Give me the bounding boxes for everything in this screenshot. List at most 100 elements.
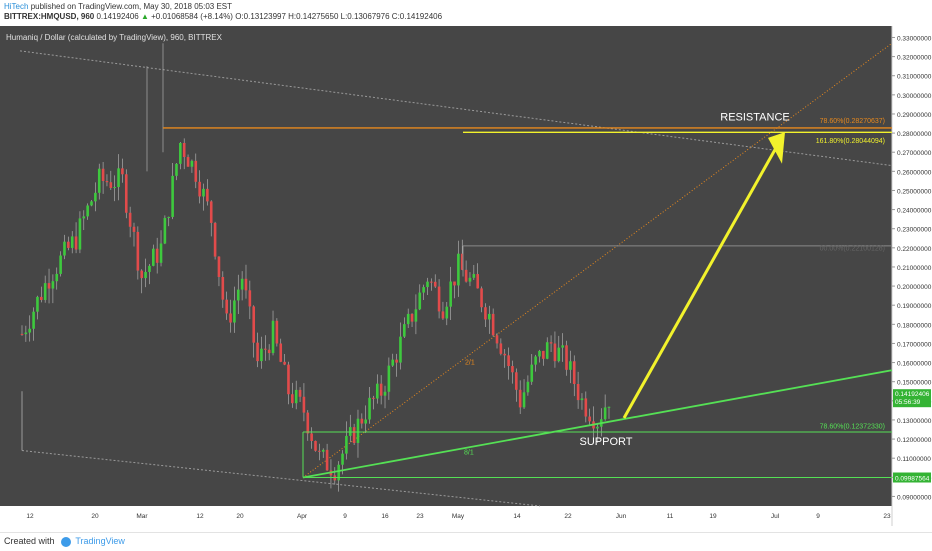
y-tick-label: 0.32000000 — [897, 55, 932, 62]
candle-body — [526, 381, 530, 393]
candle-body — [565, 345, 568, 370]
candle-body — [47, 283, 51, 289]
tradingview-link[interactable]: TradingView — [75, 536, 125, 546]
candle-body — [422, 287, 425, 293]
candle-body — [603, 407, 607, 420]
fib-label-161: 161.80%(0.28044094) — [816, 138, 885, 145]
candle-body — [302, 396, 306, 413]
candle-body — [294, 389, 298, 404]
symbol-line: BITTREX:HMQUSD, 960 0.14192406 ▲ +0.0106… — [4, 12, 442, 21]
x-tick-label: 22 — [564, 513, 572, 520]
y-tick-label: 0.30000000 — [897, 93, 932, 100]
candle-body — [59, 255, 62, 274]
x-tick-label: 11 — [667, 513, 674, 520]
candle-body — [399, 336, 402, 363]
candle-body — [90, 201, 93, 206]
candle-body — [314, 440, 317, 451]
candle-body — [97, 168, 101, 193]
candle-body — [167, 216, 171, 218]
fib-label-faint: 00.00%(0.22100128) — [820, 246, 885, 253]
x-tick-label: Jun — [616, 513, 627, 520]
footer-credit: Created with TradingView — [4, 536, 125, 547]
candle-body — [522, 392, 526, 408]
candle-body — [553, 343, 557, 362]
candle-body — [202, 188, 205, 197]
y-tick-label: 0.33000000 — [897, 35, 932, 42]
candle-body — [233, 300, 236, 323]
y-tick-label: 0.09000000 — [897, 494, 932, 501]
y-tick-label: 0.27000000 — [897, 150, 932, 157]
y-tick-label: 0.29000000 — [897, 112, 932, 119]
footer-bar: Created with TradingView — [0, 532, 932, 551]
candle-body — [325, 449, 329, 471]
candle-body — [36, 296, 39, 312]
candle-body — [124, 174, 128, 213]
candle-body — [530, 364, 534, 382]
candle-body — [229, 313, 232, 323]
last-time-badge-label: 05:56:39 — [895, 399, 921, 406]
chart-header: HiTech published on TradingView.com, May… — [0, 0, 932, 24]
candle-body — [109, 182, 113, 188]
candle-body — [182, 142, 186, 158]
candle-body — [511, 366, 514, 373]
chart-title: Humaniq / Dollar (calculated by TradingV… — [6, 33, 223, 42]
symbol-name: BITTREX:HMQUSD, 960 — [4, 12, 95, 21]
created-with-label: Created with — [4, 536, 55, 546]
candle-body — [163, 217, 167, 244]
candle-body — [372, 397, 375, 399]
candle-body — [213, 222, 217, 257]
candle-body — [63, 241, 66, 256]
candle-body — [576, 383, 580, 401]
candle-body — [426, 281, 429, 288]
candle-body — [395, 359, 398, 363]
x-tick-label: 20 — [236, 513, 244, 520]
last-price-badge-label: 0.14192406 — [895, 391, 930, 398]
chart-area[interactable]: 0.33000000 0.32000000 0.31000000 0.30000000… — [0, 26, 932, 526]
candle-body — [318, 450, 321, 452]
candle-body — [70, 236, 74, 248]
candle-body — [271, 320, 275, 354]
candle-body — [206, 188, 209, 202]
x-tick-label: Mar — [136, 513, 148, 520]
candle-body — [345, 435, 348, 454]
y-tick-label: 0.31000000 — [897, 74, 932, 81]
x-tick-label: Jul — [771, 513, 780, 520]
candle-body — [584, 398, 588, 417]
candle-body — [561, 345, 564, 348]
last-price-badge — [893, 389, 931, 408]
x-tick-label: 16 — [381, 513, 389, 520]
candle-body — [186, 157, 190, 167]
candle-body — [240, 278, 244, 290]
candle-body — [457, 253, 460, 286]
y-tick-label: 0.19000000 — [897, 303, 932, 310]
candle-body — [534, 356, 537, 365]
x-tick-label: 19 — [709, 513, 717, 520]
candle-body — [152, 248, 155, 266]
fan-ratio-bottom: 8/1 — [464, 449, 474, 456]
x-tick-label: 12 — [26, 513, 34, 520]
candle-body — [410, 313, 414, 322]
candle-body — [572, 361, 576, 384]
candle-body — [32, 311, 35, 329]
y-tick-label: 0.18000000 — [897, 322, 932, 329]
candle-body — [190, 160, 194, 167]
candle-body — [391, 359, 395, 366]
candle-body — [209, 201, 213, 223]
candle-body — [383, 391, 387, 396]
price-chart[interactable]: 0.33000000 0.32000000 0.31000000 0.30000000… — [0, 26, 932, 526]
candle-body — [28, 328, 32, 333]
candle-body — [20, 333, 24, 335]
author-link[interactable]: HiTech — [4, 2, 29, 11]
low-level-badge — [893, 472, 931, 483]
candle-body — [132, 226, 136, 232]
channel-lower-line — [21, 450, 541, 507]
candle-body — [40, 296, 43, 301]
candle-body — [287, 364, 290, 395]
x-tick-label: 14 — [513, 513, 521, 520]
candle-body — [472, 274, 476, 278]
candle-body — [542, 350, 545, 359]
candle-body — [78, 218, 82, 250]
candle-body — [298, 389, 302, 397]
y-tick-label: 0.13000000 — [897, 418, 932, 425]
candle-body — [557, 347, 561, 362]
